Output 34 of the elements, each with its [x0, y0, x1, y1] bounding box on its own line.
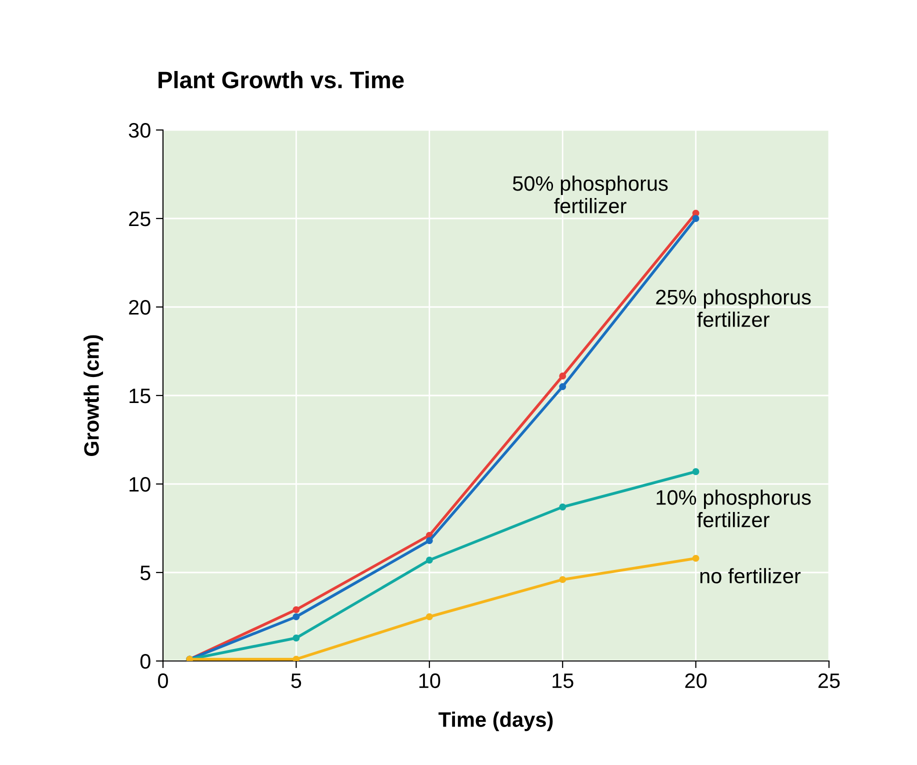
point — [292, 613, 300, 620]
x-tick-label: 25 — [818, 673, 840, 688]
y-tick-label: 25 — [129, 212, 150, 226]
x-tick-label: 20 — [685, 673, 707, 688]
point — [292, 606, 300, 614]
point — [692, 215, 700, 222]
point — [692, 554, 700, 562]
point — [559, 383, 566, 390]
y-tick-label: 10 — [130, 477, 150, 492]
y-axis-title: Growth (cm) — [84, 335, 104, 456]
point — [292, 656, 300, 661]
series-label: no fertilizer — [700, 568, 801, 584]
y-tick-label: 15 — [130, 388, 150, 404]
x-axis-title: Time (days) — [438, 712, 553, 732]
y-tick-label: 5 — [140, 566, 150, 580]
point — [559, 504, 566, 510]
x-tick-label: 15 — [552, 674, 574, 688]
y-tick-label: 20 — [129, 300, 150, 315]
series-label: 50% phosphorus fertilizer — [512, 176, 668, 214]
point — [692, 468, 700, 476]
series-label: 25% phosphorus fertilizer — [656, 289, 811, 327]
x-tick-label: 0 — [158, 673, 168, 688]
x-tick-label: 10 — [419, 673, 440, 688]
point — [426, 537, 433, 544]
point — [292, 634, 300, 642]
series-label: 10% phosphorus fertilizer — [656, 490, 811, 528]
chart-title: Plant Growth vs. Time — [158, 70, 404, 88]
point — [559, 372, 566, 380]
point — [559, 576, 566, 584]
point — [426, 613, 433, 620]
y-tick-label: 30 — [128, 123, 150, 138]
point — [426, 556, 433, 564]
x-tick-label: 5 — [291, 674, 302, 688]
y-tick-label: 0 — [140, 654, 150, 669]
